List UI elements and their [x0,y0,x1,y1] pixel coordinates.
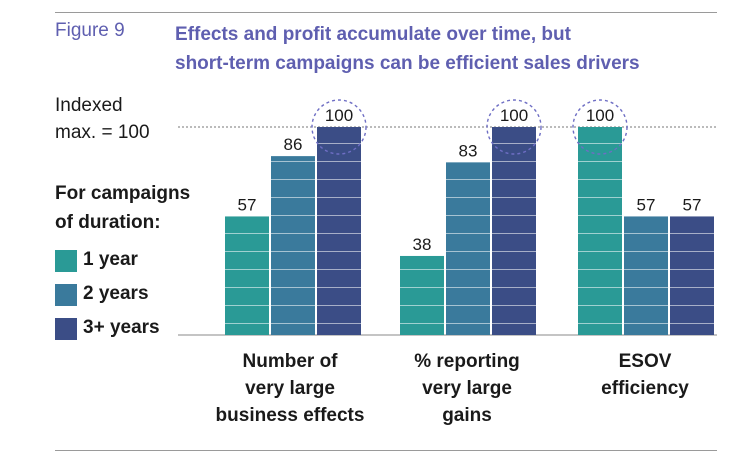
data-label-3-years-cat-2: 100 [500,106,528,125]
figure-title: Effects and profit accumulate over time,… [175,20,640,78]
top-rule [55,12,717,13]
figure-title-line-1: Effects and profit accumulate over time,… [175,24,571,45]
bar-stripes-2-years-cat-3 [624,216,668,335]
bar-stripes-2-years-cat-1 [271,156,315,335]
bar-stripes-1-year-cat-1 [225,216,269,335]
figure-title-line-2: short-term campaigns can be efficient sa… [175,53,640,74]
category-label-line: gains [442,405,492,426]
category-label-line: Number of [242,351,338,372]
data-label-2-years-cat-2: 83 [459,141,478,160]
category-label-line: very large [245,378,335,399]
category-label-line: very large [422,378,512,399]
category-label-business-effects: Number of very large business effects [195,348,385,429]
legend-title-line-1: For campaigns [55,183,191,204]
legend-label-1-year: 1 year [83,249,138,270]
bar-stripes-3-years-cat-2 [492,127,536,335]
data-label-3-years-cat-1: 100 [325,106,353,125]
legend-label-2-years: 2 years [83,283,149,304]
legend-swatch-2-years [55,284,77,306]
legend-label-3-plus-years: 3+ years [83,317,160,338]
data-label-2-years-cat-1: 86 [284,135,303,154]
category-label-esov-efficiency: ESOV efficiency [555,348,735,402]
category-label-reporting-gains: % reporting very large gains [372,348,562,429]
category-label-line: business effects [215,405,365,426]
legend-swatch-3-plus-years [55,318,77,340]
data-label-1-year-cat-3: 100 [586,106,614,125]
category-label-line: efficiency [601,378,689,399]
category-label-line: ESOV [618,351,672,372]
legend-title-line-2: of duration: [55,212,161,233]
bars-group: 57 86 100 38 83 100 100 57 57 [225,99,714,335]
figure-label: Figure 9 [55,20,125,41]
legend-swatch-1-year [55,250,77,272]
max-highlight-circle [486,99,542,155]
bar-stripes-3-years-cat-1 [317,127,361,335]
bar-stripes-1-year-cat-2 [400,255,444,335]
max-highlight-circle [572,99,628,155]
max-highlight-circle [311,99,367,155]
index-note: Indexed max. = 100 [55,92,150,146]
data-label-1-year-cat-1: 57 [238,195,257,214]
bar-stripes-2-years-cat-2 [446,162,490,335]
index-note-line-2: max. = 100 [55,122,150,143]
bottom-rule [55,450,717,451]
data-label-3-years-cat-3: 57 [683,195,702,214]
data-label-2-years-cat-3: 57 [637,195,656,214]
index-note-line-1: Indexed [55,95,123,116]
category-label-line: % reporting [414,351,520,372]
legend-title: For campaigns of duration: [55,179,190,237]
bar-stripes-1-year-cat-3 [578,127,622,335]
bar-stripes-3-years-cat-3 [670,216,714,335]
data-label-1-year-cat-2: 38 [413,235,432,254]
